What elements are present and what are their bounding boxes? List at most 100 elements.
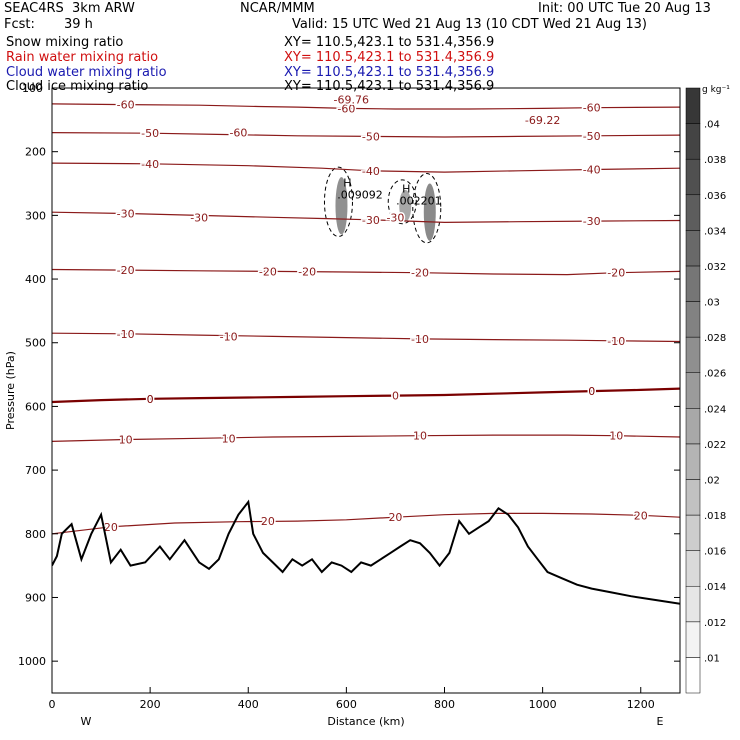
isotherm-line-1	[52, 132, 680, 138]
direction-west-label: W	[81, 715, 92, 728]
isotherm-line-8	[52, 512, 680, 535]
colorbar-unit-label: g kg⁻¹	[702, 85, 730, 95]
max-marker: H	[343, 176, 351, 189]
field-cloudwater-name: Cloud water mixing ratio	[6, 65, 167, 80]
colorbar-tick-label: .038	[704, 155, 726, 166]
forecast-label: Fcst:	[4, 17, 35, 32]
colorbar-tick-label: .032	[704, 262, 726, 273]
y-axis-label: Pressure (hPa)	[4, 351, 17, 430]
field-cloudwater-xy: XY= 110.5,423.1 to 531.4,356.9	[284, 65, 495, 80]
isotherm-label: -50	[583, 130, 601, 143]
colorbar-swatch	[685, 621, 701, 658]
isotherm-label: -10	[411, 333, 429, 346]
contour-extra-label: -60	[229, 127, 247, 140]
colorbar-swatch	[685, 194, 701, 231]
y-tick-label: 500	[25, 337, 46, 350]
isotherm-line-7	[52, 434, 680, 442]
precip-shading-0	[335, 177, 348, 235]
field-cloudice-name: Cloud ice mixing ratio	[6, 79, 149, 94]
center-label: NCAR/MMM	[240, 1, 315, 16]
field-cloudice-xy: XY= 110.5,423.1 to 531.4,356.9	[284, 79, 495, 94]
plot-frame	[51, 87, 681, 694]
isotherm-line-4	[52, 268, 680, 276]
colorbar-swatch	[685, 479, 701, 516]
precip-shading-1	[399, 189, 412, 222]
colorbar-swatch	[685, 87, 701, 124]
colorbar-tick-label: .036	[704, 191, 726, 202]
x-axis-label: Distance (km)	[327, 715, 404, 728]
contour-extra-label: 20	[261, 515, 275, 528]
colorbar-tick-label: .02	[704, 475, 720, 486]
isotherm-label: -30	[117, 207, 135, 220]
contour-extra-label: -69.76	[334, 93, 369, 106]
contour-extra-label: 10	[222, 432, 236, 445]
isotherm-label: 0	[147, 393, 154, 406]
contour-extra-label: -30	[386, 211, 404, 224]
colorbar-tick-label: .028	[704, 333, 726, 344]
colorbar-tick-label: .012	[704, 618, 726, 629]
colorbar-tick-label: .026	[704, 369, 726, 380]
isotherm-label: -50	[362, 130, 380, 143]
isotherm-label: 20	[388, 511, 402, 524]
colorbar-tick-label: .014	[704, 582, 726, 593]
isotherm-line-2	[52, 162, 680, 173]
colorbar-tick-label: .016	[704, 547, 726, 558]
init-time: Init: 00 UTC Tue 20 Aug 13	[538, 1, 711, 16]
colorbar-swatch	[685, 158, 701, 196]
isotherm-label: 20	[634, 509, 648, 522]
valid-time: Valid: 15 UTC Wed 21 Aug 13 (10 CDT Wed …	[292, 17, 647, 32]
colorbar-swatch	[685, 336, 701, 373]
field-rain-name: Rain water mixing ratio	[6, 50, 159, 65]
colorbar-swatch	[685, 123, 701, 160]
isotherm-label: 0	[392, 390, 399, 403]
y-tick-label: 100	[22, 82, 43, 95]
isotherm-label: 10	[119, 434, 133, 447]
y-tick-label: 800	[25, 528, 46, 541]
x-tick-label: 1200	[627, 698, 655, 711]
contour-extra-label: 0	[392, 390, 399, 403]
isotherm-label: -40	[362, 165, 380, 178]
field-snow-xy: XY= 110.5,423.1 to 531.4,356.9	[284, 35, 495, 50]
isotherm-label: 20	[104, 521, 118, 534]
colorbar-swatch	[685, 408, 701, 445]
colorbar-tick-label: .01	[704, 653, 720, 664]
isotherm-line-6	[52, 387, 680, 404]
isotherm-label: 10	[609, 430, 623, 443]
x-tick-label: 800	[434, 698, 455, 711]
colorbar-tick-label: .024	[704, 404, 726, 415]
y-tick-label: 700	[25, 464, 46, 477]
contour-extra-label: -69.22	[525, 114, 560, 127]
isotherm-label: -10	[607, 335, 625, 348]
y-tick-label: 200	[25, 146, 46, 159]
isotherm-label: -20	[411, 267, 429, 280]
max-value-label: .002201	[396, 195, 442, 208]
isotherm-label: -30	[583, 215, 601, 228]
precip-outline-2	[412, 173, 442, 244]
contour-extra-label: -30	[190, 211, 208, 224]
colorbar-tick-label: .03	[704, 298, 720, 309]
isotherm-line-5	[52, 332, 680, 343]
colorbar-tick-label: .034	[704, 226, 726, 237]
y-tick-label: 600	[25, 400, 46, 413]
precip-shading-2	[423, 183, 436, 241]
colorbar-swatch	[685, 372, 701, 409]
isotherm-label: -20	[607, 267, 625, 280]
isotherm-label: -60	[117, 99, 135, 112]
colorbar-tick-label: .04	[704, 120, 720, 131]
isotherm-line-3	[52, 211, 680, 224]
contour-extra-label: -20	[298, 265, 316, 278]
colorbar-swatch	[685, 585, 701, 623]
max-marker: H	[402, 183, 410, 196]
model-label: SEAC4RS 3km ARW	[4, 1, 135, 16]
x-tick-label: 400	[238, 698, 259, 711]
colorbar-swatch	[685, 550, 701, 587]
colorbar-swatch	[685, 265, 701, 302]
isotherm-label: -40	[583, 164, 601, 177]
y-tick-label: 300	[25, 209, 46, 222]
forecast-value: 39 h	[64, 17, 93, 32]
y-tick-label: 900	[25, 591, 46, 604]
y-tick-label: 400	[25, 273, 46, 286]
colorbar-swatch	[685, 301, 701, 338]
colorbar-tick-label: .018	[704, 511, 726, 522]
